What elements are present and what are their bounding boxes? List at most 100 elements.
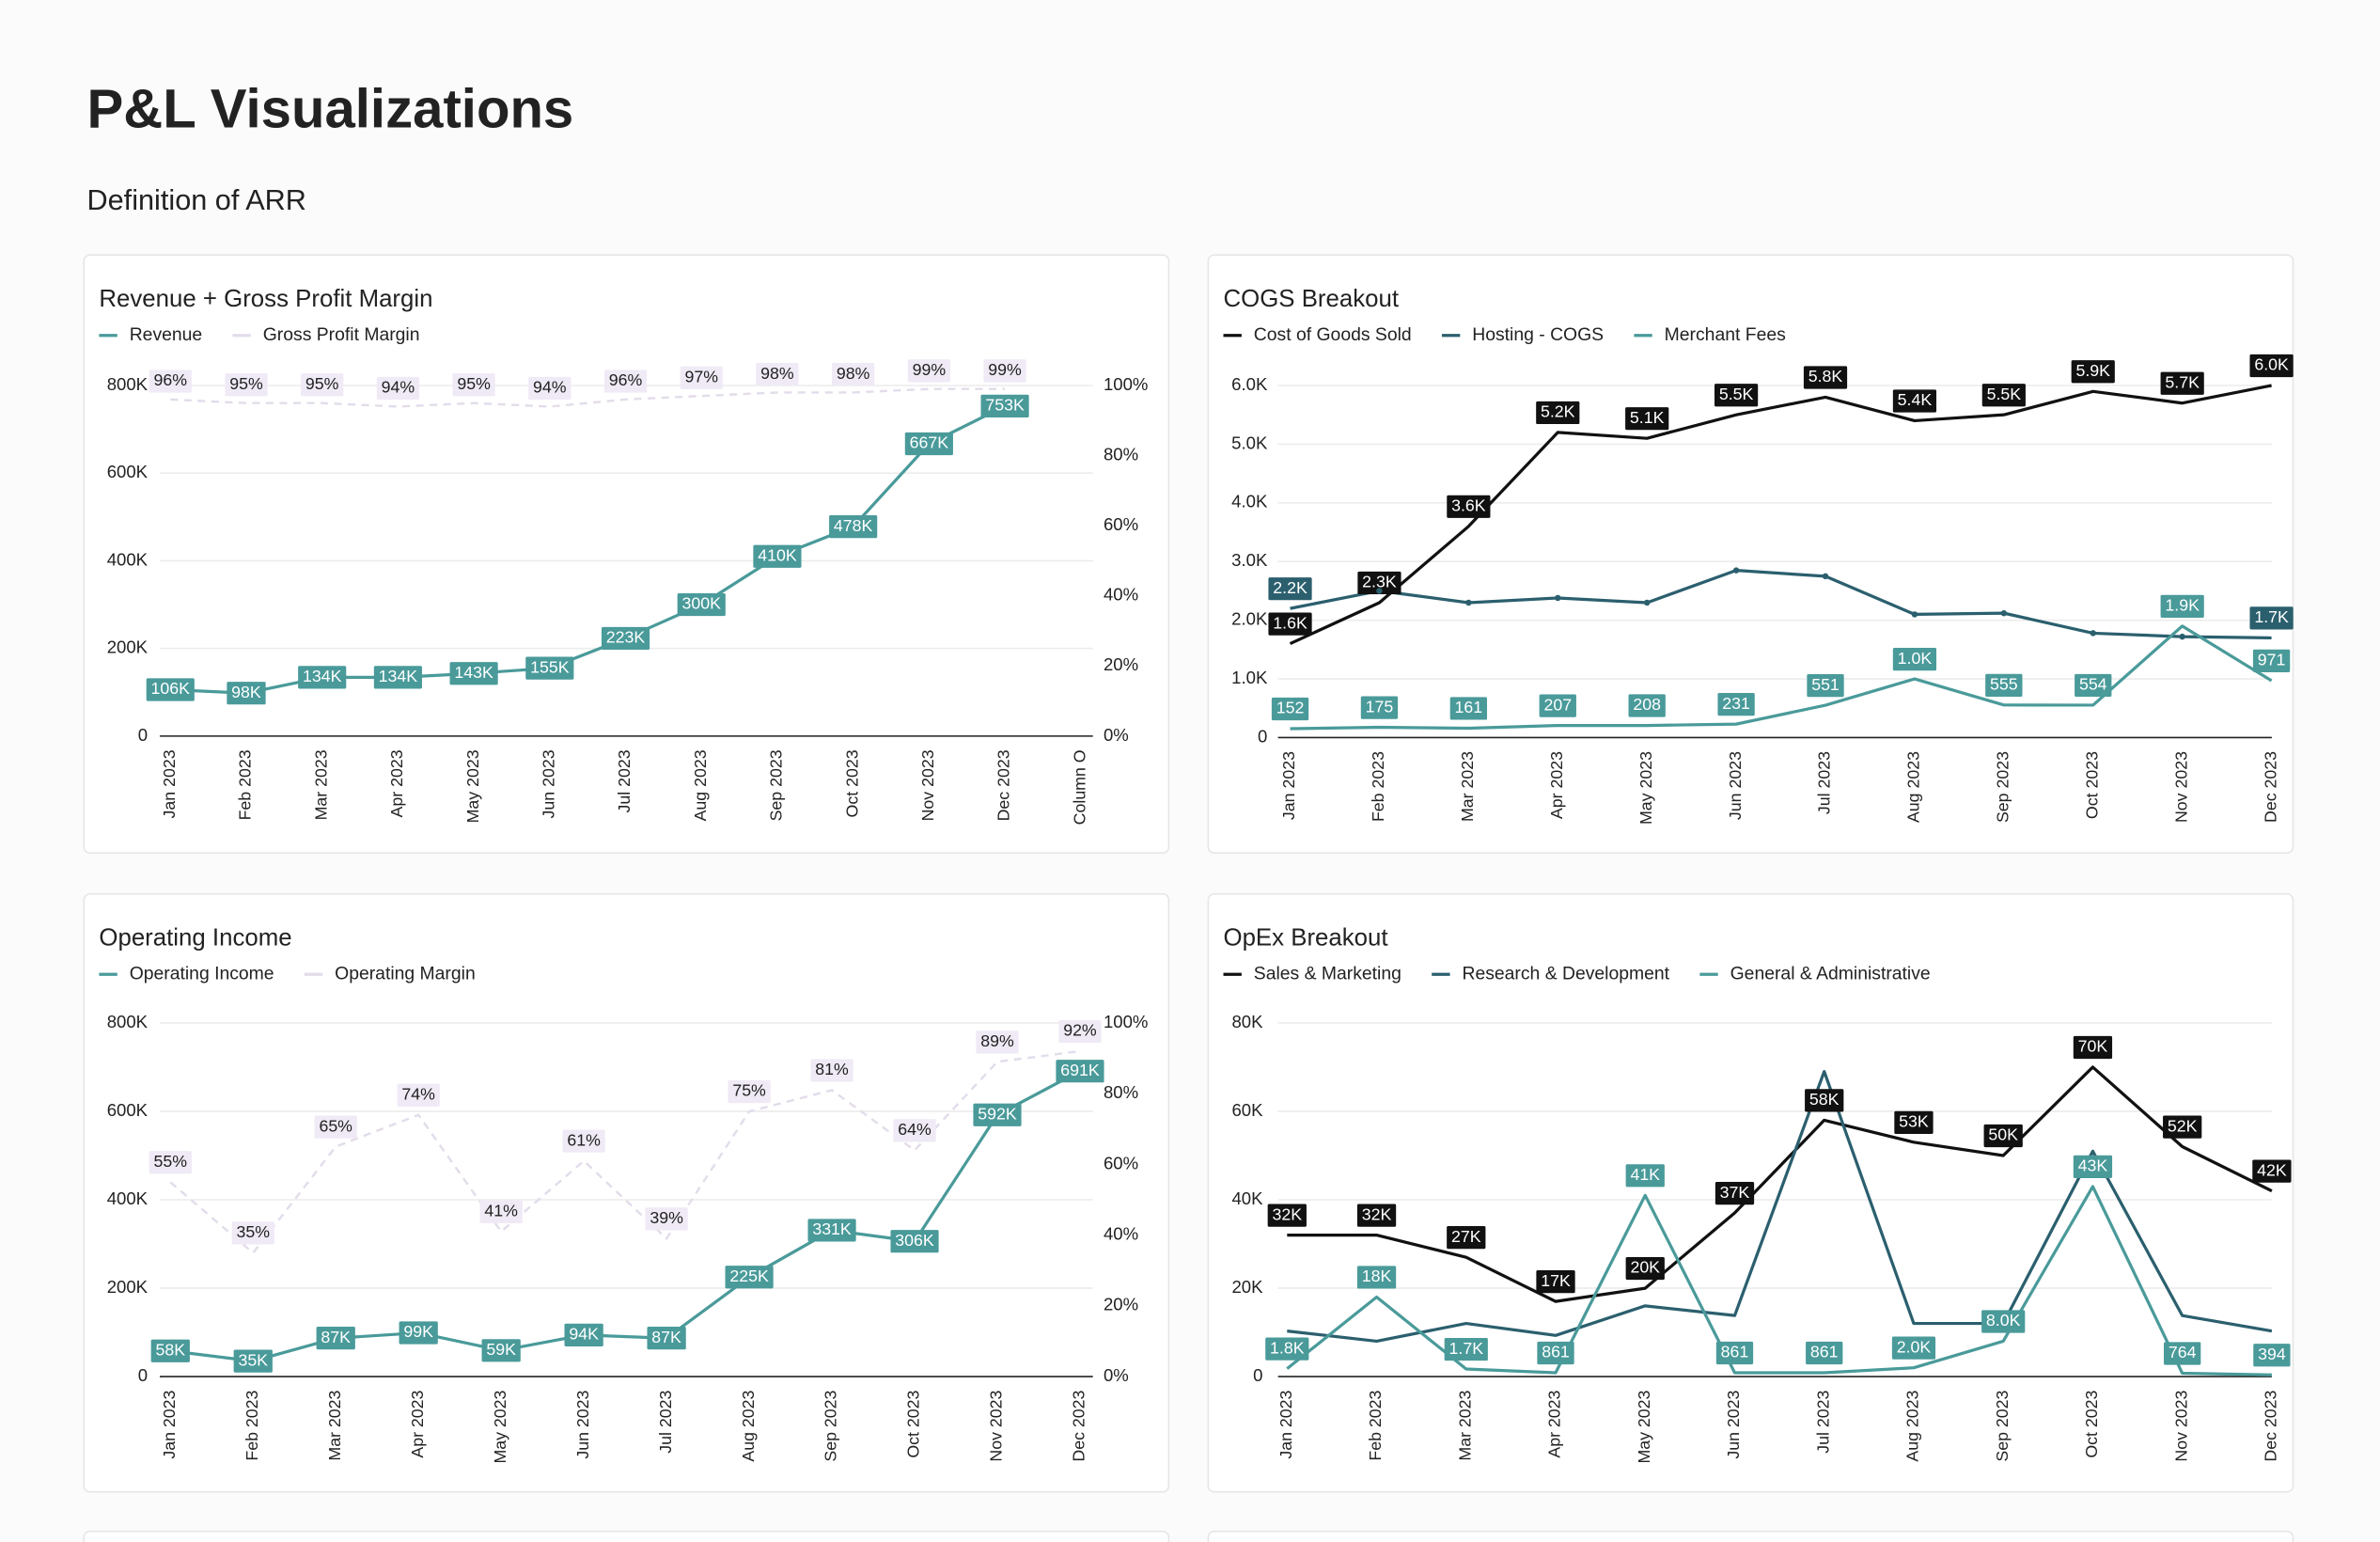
- data-label-box: [1807, 674, 1844, 698]
- data-label-text: 20K: [1630, 1258, 1660, 1277]
- x-tick-label: Jan 2023: [1279, 751, 1298, 820]
- data-label-text: 94%: [382, 378, 415, 397]
- x-tick-label: May 2023: [491, 1390, 509, 1463]
- data-label-text: 5.2K: [1541, 402, 1575, 421]
- data-label: 5.7K: [2160, 371, 2204, 395]
- y2-tick-label: 0%: [1104, 1365, 1129, 1385]
- data-label-text: 2.0K: [1897, 1337, 1932, 1356]
- x-tick-label: Nov 2023: [918, 749, 937, 821]
- data-label-text: 65%: [319, 1116, 352, 1135]
- data-label-text: 52K: [2168, 1116, 2198, 1135]
- data-label-text: 92%: [1063, 1021, 1097, 1040]
- data-label: 99%: [907, 359, 950, 383]
- data-label-text: 96%: [609, 370, 643, 389]
- x-tick-label: Aug 2023: [739, 1390, 758, 1461]
- data-label: 764: [2164, 1342, 2201, 1365]
- data-label-box: [647, 1327, 686, 1350]
- data-label-box: [233, 1349, 273, 1373]
- data-label-text: 64%: [898, 1120, 932, 1139]
- data-label: 99%: [983, 359, 1026, 383]
- data-label-box: [728, 1079, 771, 1104]
- data-label: 555: [1985, 673, 2023, 697]
- x-tick-label: Sep 2023: [1994, 751, 2012, 823]
- data-label-box: [1444, 1337, 1488, 1361]
- x-tick-label: Jan 2023: [1276, 1390, 1295, 1458]
- data-label-box: [756, 362, 799, 386]
- data-label-text: 2.3K: [1362, 573, 1397, 591]
- data-label: 20K: [1625, 1256, 1665, 1281]
- data-label: 89%: [976, 1031, 1019, 1054]
- data-label-text: 98K: [231, 683, 261, 701]
- data-label-text: 592K: [978, 1104, 1017, 1123]
- y2-tick-label: 60%: [1104, 514, 1138, 534]
- data-label: 1.9K: [2160, 594, 2204, 619]
- data-label-text: 81%: [815, 1060, 849, 1078]
- y-tick-label: 200K: [107, 637, 149, 657]
- data-label: 3.6K: [1447, 495, 1491, 518]
- y2-tick-label: 40%: [1104, 585, 1138, 605]
- data-label-box: [1447, 495, 1491, 518]
- y-tick-label: 400K: [107, 549, 149, 569]
- data-label-text: 161: [1455, 698, 1483, 716]
- data-label: 861: [1715, 1341, 1754, 1365]
- data-label-text: 95%: [457, 374, 491, 393]
- series-line: [1287, 1065, 2273, 1303]
- data-label-text: 175: [1366, 697, 1394, 716]
- data-label-box: [373, 666, 422, 689]
- data-label-box: [1267, 1204, 1307, 1227]
- data-label-box: [810, 1059, 853, 1082]
- data-label-box: [680, 366, 723, 389]
- data-label: 1.0K: [1892, 647, 1937, 671]
- data-label-box: [832, 362, 875, 386]
- data-label: 32K: [1267, 1204, 1307, 1227]
- y-tick-label: 800K: [107, 374, 149, 394]
- x-tick-label: Jun 2023: [1726, 751, 1745, 820]
- x-tick-label: Jan 2023: [160, 749, 179, 818]
- data-label-text: 1.7K: [2254, 607, 2289, 626]
- data-label: 43K: [2073, 1155, 2113, 1179]
- x-tick-label: Feb 2023: [1366, 1390, 1385, 1460]
- x-tick-label: Oct 2023: [2082, 751, 2101, 819]
- data-label-box: [893, 1119, 936, 1142]
- x-tick-label: Dec 2023: [2262, 1390, 2280, 1461]
- data-label-text: 94K: [569, 1325, 599, 1344]
- data-label-box: [1357, 571, 1401, 595]
- y-tick-label: 80K: [1231, 1012, 1263, 1031]
- data-label-box: [1625, 1164, 1665, 1188]
- data-label-text: 99%: [913, 360, 947, 379]
- data-label-box: [397, 1083, 440, 1107]
- x-tick-label: Sep 2023: [822, 1390, 840, 1461]
- x-tick-label: Jun 2023: [540, 749, 558, 818]
- data-label-text: 5.5K: [1987, 385, 2022, 403]
- data-label-text: 94%: [533, 378, 567, 397]
- data-label-text: 5.8K: [1808, 367, 1843, 386]
- data-label-box: [2253, 1344, 2291, 1367]
- data-label-text: 223K: [606, 628, 646, 647]
- data-label-box: [1625, 1256, 1665, 1281]
- data-label-text: 5.7K: [2165, 372, 2200, 391]
- legend-label: Cost of Goods Sold: [1254, 324, 1412, 345]
- series-line: [1287, 1069, 2273, 1344]
- data-label-box: [2249, 354, 2294, 378]
- data-label-box: [2075, 673, 2112, 698]
- data-label-box: [2073, 1035, 2113, 1060]
- data-label-box: [1715, 1341, 1754, 1365]
- data-label: 65%: [314, 1115, 357, 1139]
- data-label: 971: [2252, 649, 2291, 673]
- data-label-text: 96%: [154, 370, 188, 389]
- data-label-text: 231: [1722, 694, 1750, 713]
- data-label-box: [645, 1207, 688, 1231]
- y-tick-label: 3.0K: [1231, 550, 1268, 570]
- panel: [1207, 1530, 2294, 1542]
- data-label: 152: [1271, 697, 1309, 721]
- x-tick-label: Nov 2023: [2171, 1390, 2190, 1461]
- data-label: 155K: [525, 656, 574, 680]
- data-label-box: [231, 1221, 274, 1245]
- data-label: 52K: [2163, 1115, 2202, 1139]
- data-label-box: [973, 1103, 1022, 1126]
- data-label-box: [2252, 1159, 2292, 1183]
- y-tick-label: 5.0K: [1231, 433, 1268, 452]
- data-label-text: 32K: [1362, 1204, 1392, 1223]
- data-label: 1.7K: [1444, 1337, 1488, 1361]
- data-label: 37K: [1715, 1182, 1755, 1205]
